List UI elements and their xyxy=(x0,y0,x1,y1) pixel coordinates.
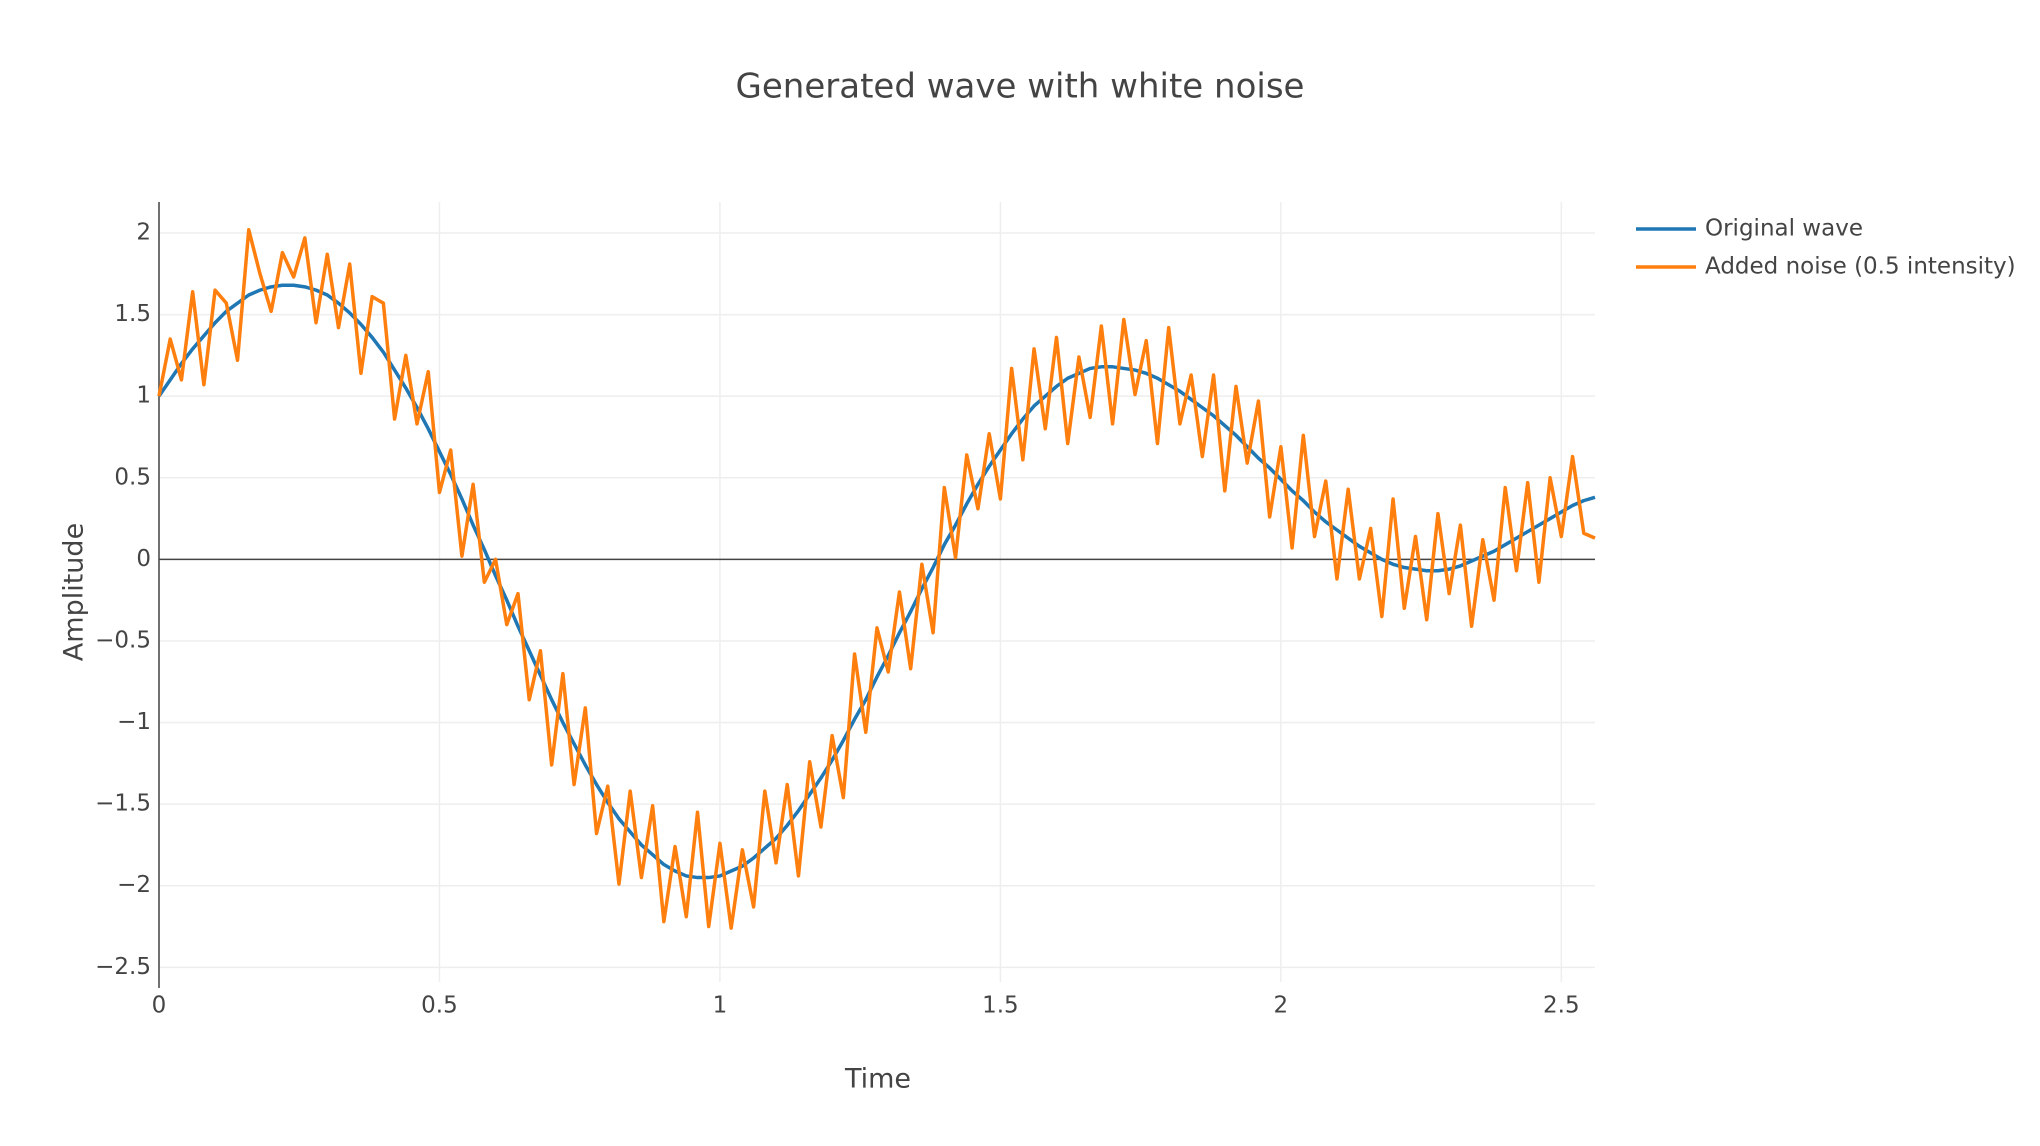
y-tick-label: −0.5 xyxy=(95,627,151,653)
x-axis-title: Time xyxy=(844,1064,911,1095)
x-tick-label: 0.5 xyxy=(421,993,458,1019)
y-tick-label: −1.5 xyxy=(95,791,151,817)
y-tick-label: 1.5 xyxy=(114,301,151,327)
y-tick-label: 2 xyxy=(136,220,151,246)
x-tick-label: 2.5 xyxy=(1543,993,1580,1019)
y-tick-label: −2.5 xyxy=(95,954,151,980)
chart-title: Generated wave with white noise xyxy=(736,67,1305,107)
y-tick-label: −1 xyxy=(117,709,151,735)
series-line xyxy=(157,227,1596,930)
x-tick-label: 2 xyxy=(1274,993,1289,1019)
legend-label: Original wave xyxy=(1705,216,1863,242)
x-tick-label: 1.5 xyxy=(982,993,1019,1019)
legend-label: Added noise (0.5 intensity) xyxy=(1705,254,2016,280)
y-tick-label: 0 xyxy=(136,546,151,572)
x-tick-label: 1 xyxy=(713,993,728,1019)
x-tick-label: 0 xyxy=(152,993,167,1019)
y-axis-title: Amplitude xyxy=(59,523,90,661)
y-tick-label: 1 xyxy=(136,383,151,409)
y-tick-label: −2 xyxy=(117,872,151,898)
y-tick-label: 0.5 xyxy=(114,464,151,490)
series-line xyxy=(157,283,1596,880)
